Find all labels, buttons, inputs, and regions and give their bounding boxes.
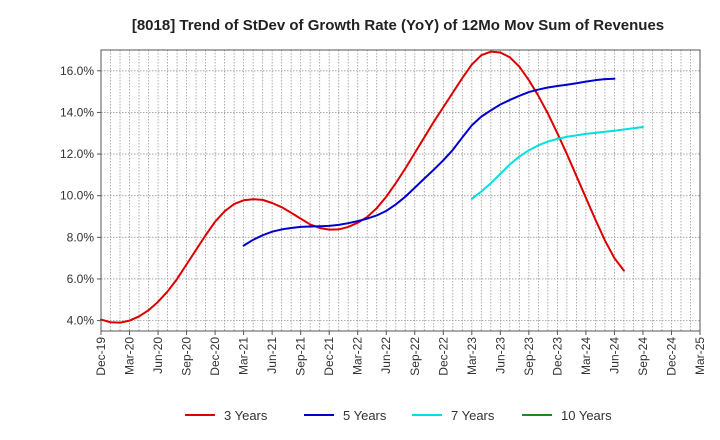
x-tick-label: Sep-21 — [294, 337, 308, 376]
series-line-5-years — [242, 77, 616, 247]
plot-area — [101, 50, 700, 331]
x-tick-label: Mar-22 — [351, 337, 365, 375]
y-tick-label: 14.0% — [60, 105, 94, 119]
x-tick-label: Dec-19 — [94, 337, 108, 376]
x-tick-label: Dec-24 — [664, 337, 678, 376]
y-tick-label: 4.0% — [67, 314, 95, 328]
y-tick-label: 6.0% — [67, 272, 95, 286]
x-tick-label: Mar-21 — [237, 337, 251, 375]
chart-title: [8018] Trend of StDev of Growth Rate (Yo… — [132, 17, 664, 34]
x-tick-label: Mar-24 — [579, 337, 593, 375]
x-tick-label: Jun-23 — [493, 337, 507, 374]
x-tick-label: Sep-24 — [636, 337, 650, 376]
x-axis: Dec-19 Mar-20 Jun-20 Sep-20 Dec-20 Mar-21 Jun-… — [94, 331, 707, 376]
x-tick-label: Mar-20 — [123, 337, 137, 375]
legend-label: 10 Years — [561, 408, 612, 423]
y-tick-label: 10.0% — [60, 189, 94, 203]
grid — [101, 50, 700, 331]
x-tick-label: Jun-20 — [151, 337, 165, 374]
x-tick-label: Jun-24 — [607, 337, 621, 374]
series-layer — [100, 50, 644, 324]
x-tick-label: Sep-22 — [408, 337, 422, 376]
legend: 3 Years 5 Years 7 Years 10 Years — [185, 408, 612, 423]
legend-label: 5 Years — [343, 408, 387, 423]
y-tick-label: 8.0% — [67, 230, 95, 244]
x-tick-label: Jun-21 — [265, 337, 279, 374]
x-tick-label: Mar-23 — [465, 337, 479, 375]
x-tick-label: Dec-23 — [550, 337, 564, 376]
x-tick-label: Dec-22 — [436, 337, 450, 376]
y-tick-label: 16.0% — [60, 64, 94, 78]
plot-frame — [100, 49, 701, 332]
x-tick-label: Dec-20 — [208, 337, 222, 376]
series-line-7-years — [470, 126, 644, 200]
x-tick-label: Sep-23 — [522, 337, 536, 376]
x-tick-label: Dec-21 — [322, 337, 336, 376]
x-tick-label: Sep-20 — [180, 337, 194, 376]
x-tick-label: Mar-25 — [693, 337, 707, 375]
y-tick-label: 12.0% — [60, 147, 94, 161]
legend-label: 7 Years — [451, 408, 495, 423]
y-axis: 4.0% 6.0% 8.0% 10.0% 12.0% 14.0% 16.0% — [60, 64, 101, 328]
x-tick-label: Jun-22 — [379, 337, 393, 374]
legend-label: 3 Years — [224, 408, 268, 423]
